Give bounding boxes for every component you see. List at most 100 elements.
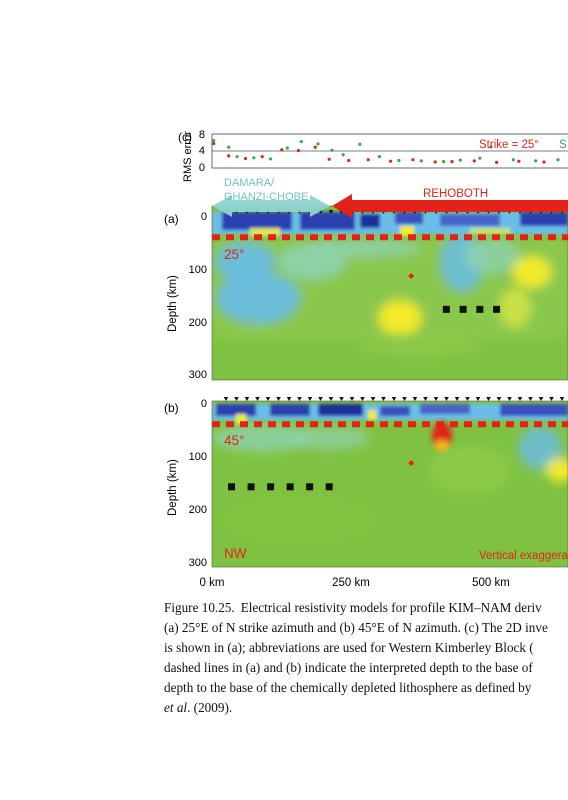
rms-point-series1-0 [212,138,216,143]
rms-point-series0-2 [243,156,248,161]
rms-point-series1-2 [235,155,239,159]
panel-a-depletion-square-3 [493,305,501,313]
rms-point-series1-10 [358,142,362,146]
rms-point-series0-10 [388,159,393,163]
rms-point-series1-9 [341,153,345,157]
panel-a-label: (a) [164,212,179,226]
station-marker-a-10 [328,210,334,214]
panel-b-frame [211,400,568,568]
rms-point-series1-11 [377,155,381,159]
station-marker-b-19 [423,397,428,401]
damara-region-arrow [212,195,330,217]
station-marker-b-7 [297,397,302,401]
caption-figure-label: Figure 10.25. [164,600,235,615]
station-marker-b-29 [528,397,533,401]
rms-point-series0-15 [494,160,499,164]
station-marker-b-22 [454,397,460,401]
panel-a-strike-label: 25° [224,247,244,262]
panel-b-label: (b) [164,401,179,415]
panel-b-tick-0: 0 [201,398,207,410]
rms-point-series1-20 [556,158,560,162]
station-marker-b-16 [391,397,397,401]
panel-a-interpretation-markers [408,272,501,313]
rms-tick-8: 8 [199,129,205,141]
caption-line-5: depth to the base of the chemically depl… [164,680,532,695]
rms-point-series0-4 [280,148,284,152]
panel-a-diamond [408,272,415,279]
panel-b-tick-100: 100 [189,451,207,463]
rms-point-series1-14 [441,159,446,164]
vertical-exaggeration-note: Vertical exaggeration [479,550,568,562]
rms-point-series1-4 [268,157,273,161]
panel-a-model-image [212,206,568,380]
station-marker-b-13 [360,397,365,401]
panel-b-depletion-square-3 [286,483,294,491]
x-tick-500: 500 km [472,577,510,589]
rms-point-series1-13 [419,159,423,163]
damara-region-label-line1: DAMARA/ [224,177,275,189]
rms-point-series0-17 [542,160,546,164]
panel-a-tick-0: 0 [201,211,207,223]
panel-b-station-markers [223,397,565,401]
rms-point-series1-7 [316,142,320,146]
rms-point-series0-1 [227,154,231,158]
panel-a-depth-label: Depth (km) [167,275,179,332]
rms-point-series1-15 [458,158,462,162]
panel-a-depletion-square-2 [476,305,484,313]
panel-b-depletion-square-5 [325,483,333,491]
station-marker-b-32 [559,397,565,401]
station-marker-b-2 [244,397,250,401]
rms-error-panel: (c) RMS error 8 4 0 Strike = 25° S [178,129,568,182]
station-marker-b-14 [370,397,376,401]
station-marker-b-24 [475,397,481,401]
rms-point-series0-14 [472,159,476,163]
panel-b-depth-label: Depth (km) [167,459,179,516]
nw-direction-label: NW [224,546,247,561]
panel-a-tick-200: 200 [189,317,207,329]
caption-line-6: et al. (2009). [164,698,568,718]
station-marker-b-21 [444,397,449,401]
caption-year: . (2009). [187,700,233,715]
panel-b-strike-label: 45° [224,433,244,448]
rehoboth-region-label: REHOBOTH [423,188,488,200]
station-marker-b-23 [465,397,470,401]
rehoboth-region-arrow [332,194,568,218]
rms-point-series1-17 [489,145,493,149]
rms-point-series1-16 [478,156,482,160]
station-marker-b-17 [402,397,407,401]
rms-tick-4: 4 [199,145,205,157]
panel-a-tick-100: 100 [189,264,207,276]
panel-b-depletion-square-1 [247,483,255,491]
rms-point-series1-19 [534,159,538,163]
rms-point-series1-3 [252,156,256,160]
caption-line-2: (a) 25°E of N strike azimuth and (b) 45°… [164,620,548,635]
station-marker-b-20 [433,397,439,401]
station-marker-b-12 [349,397,355,401]
rms-point-series0-6 [313,145,317,149]
rms-tick-0: 0 [199,162,205,174]
distance-axis: 0 km 250 km 500 km [200,577,510,589]
rms-points [212,138,560,164]
rms-point-series1-12 [397,158,401,163]
rms-point-series0-8 [347,158,351,163]
caption-et-al: et al [164,700,188,715]
station-marker-b-18 [412,397,418,401]
rms-point-series0-12 [433,160,437,164]
caption-line-3: is shown in (a); abbreviations are used … [164,640,534,655]
panel-b-depletion-square-0 [228,483,236,491]
panel-c-label: (c) [178,130,192,144]
caption-text-1: Electrical resistivity models for profil… [240,600,542,615]
legend-strike-25: Strike = 25° [479,139,539,151]
station-marker-b-28 [517,397,523,401]
station-marker-b-3 [255,397,260,401]
rms-point-series0-11 [411,158,415,162]
rms-point-series0-5 [296,149,301,153]
panel-a-depletion-square-1 [459,305,467,313]
caption-line-1: Figure 10.25. Electrical resistivity mode… [164,598,568,618]
station-marker-b-31 [549,397,554,401]
station-marker-b-27 [507,397,512,401]
figure-caption: Figure 10.25. Electrical resistivity mode… [164,598,568,718]
station-marker-b-15 [381,397,386,401]
panel-a-tick-300: 300 [189,369,207,381]
